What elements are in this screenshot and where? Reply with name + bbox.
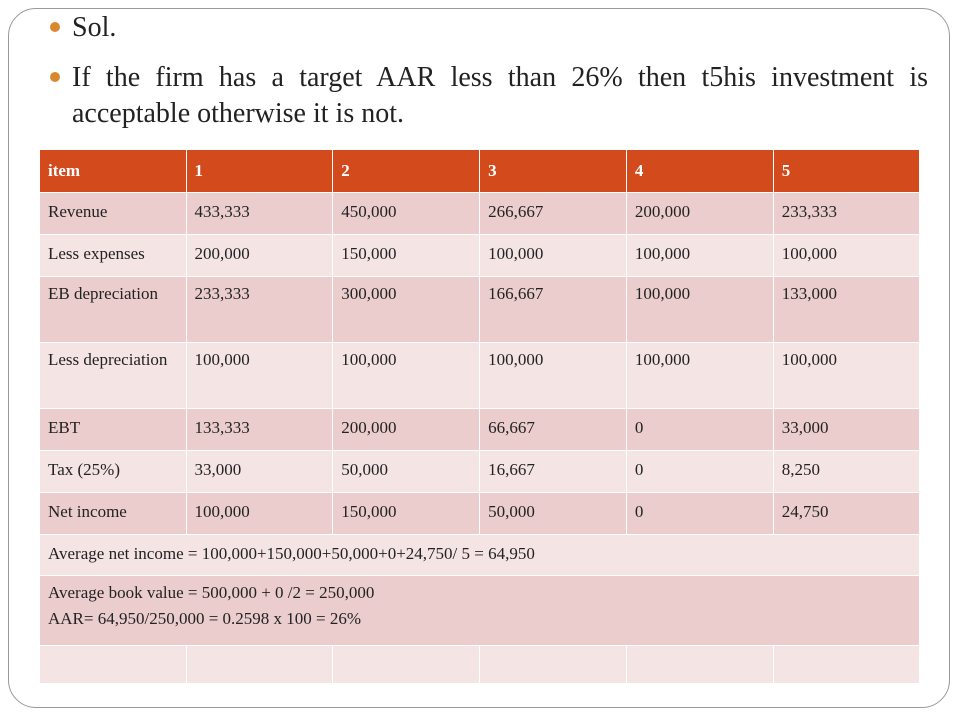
table-cell: 33,000 [186, 450, 334, 493]
table-cell: 150,000 [332, 492, 481, 535]
table-cell: 100,000 [479, 342, 627, 409]
header-cell: 4 [626, 150, 774, 193]
table-cell: 100,000 [479, 234, 627, 277]
aar-text: AAR= 64,950/250,000 = 0.2598 x 100 = 26% [48, 608, 362, 628]
row-label: Revenue [40, 192, 187, 235]
table-cell: 66,667 [479, 408, 627, 451]
row-label: EB depreciation [40, 276, 187, 343]
table-header-row: item 1 2 3 4 5 [40, 150, 921, 193]
empty-cell [626, 645, 774, 684]
book-value-cell: Average book value = 500,000 + 0 /2 = 25… [40, 575, 921, 646]
table-row: Tax (25%) 33,000 50,000 16,667 0 8,250 [40, 450, 921, 493]
bullet-dot-icon [50, 72, 60, 82]
bullet-list: Sol. If the firm has a target AAR less t… [48, 10, 928, 132]
table-cell: 300,000 [332, 276, 481, 343]
table-cell: 450,000 [332, 192, 481, 235]
table-row-average-net-income: Average net income = 100,000+150,000+50,… [40, 534, 921, 576]
table-row: Revenue 433,333 450,000 266,667 200,000 … [40, 192, 921, 235]
average-book-value-text: Average book value = 500,000 + 0 /2 = 25… [48, 582, 375, 602]
table-row: EB depreciation 233,333 300,000 166,667 … [40, 276, 921, 343]
table-cell: 100,000 [626, 342, 774, 409]
table-cell: 100,000 [332, 342, 481, 409]
bullet-item: If the firm has a target AAR less than 2… [48, 60, 928, 132]
aar-table: item 1 2 3 4 5 Revenue 433,333 450,000 2… [40, 150, 921, 684]
row-label: Net income [40, 492, 187, 535]
table-cell: 200,000 [332, 408, 481, 451]
table-cell: 0 [626, 450, 774, 493]
table-row: Less expenses 200,000 150,000 100,000 10… [40, 234, 921, 277]
table-cell: 16,667 [479, 450, 627, 493]
table-cell: 50,000 [479, 492, 627, 535]
table-cell: 200,000 [186, 234, 334, 277]
table-cell: 200,000 [626, 192, 774, 235]
row-label: EBT [40, 408, 187, 451]
table-cell: 100,000 [773, 234, 921, 277]
table-row: Net income 100,000 150,000 50,000 0 24,7… [40, 492, 921, 535]
row-label: Less depreciation [40, 342, 187, 409]
table-cell: 233,333 [773, 192, 921, 235]
table-row-empty [40, 645, 921, 684]
table-cell: 50,000 [332, 450, 481, 493]
header-cell: 1 [186, 150, 334, 193]
row-label: Tax (25%) [40, 450, 187, 493]
table-cell: 0 [626, 408, 774, 451]
average-net-income-cell: Average net income = 100,000+150,000+50,… [40, 534, 921, 576]
empty-cell [479, 645, 627, 684]
table-cell: 8,250 [773, 450, 921, 493]
bullet-text: Sol. [72, 12, 117, 43]
table-cell: 100,000 [186, 342, 334, 409]
table-cell: 150,000 [332, 234, 481, 277]
table-cell: 33,000 [773, 408, 921, 451]
table-cell: 233,333 [186, 276, 334, 343]
table-cell: 433,333 [186, 192, 334, 235]
row-label: Less expenses [40, 234, 187, 277]
table-cell: 100,000 [626, 234, 774, 277]
bullet-text: If the firm has a target AAR less than 2… [72, 62, 928, 129]
table-cell: 166,667 [479, 276, 627, 343]
header-cell: item [40, 150, 187, 193]
table-row: EBT 133,333 200,000 66,667 0 33,000 [40, 408, 921, 451]
empty-cell [773, 645, 921, 684]
table-row: Less depreciation 100,000 100,000 100,00… [40, 342, 921, 409]
empty-cell [40, 645, 187, 684]
table-cell: 0 [626, 492, 774, 535]
empty-cell [332, 645, 481, 684]
table-cell: 100,000 [186, 492, 334, 535]
table-cell: 133,333 [186, 408, 334, 451]
table-cell: 24,750 [773, 492, 921, 535]
table-cell: 133,000 [773, 276, 921, 343]
bullet-dot-icon [50, 22, 60, 32]
table-cell: 266,667 [479, 192, 627, 235]
header-cell: 2 [332, 150, 481, 193]
table-row-book-value: Average book value = 500,000 + 0 /2 = 25… [40, 575, 921, 646]
bullet-item: Sol. [48, 10, 928, 46]
table-cell: 100,000 [626, 276, 774, 343]
empty-cell [186, 645, 334, 684]
header-cell: 3 [479, 150, 627, 193]
table-cell: 100,000 [773, 342, 921, 409]
header-cell: 5 [773, 150, 921, 193]
slide-frame [8, 8, 950, 708]
